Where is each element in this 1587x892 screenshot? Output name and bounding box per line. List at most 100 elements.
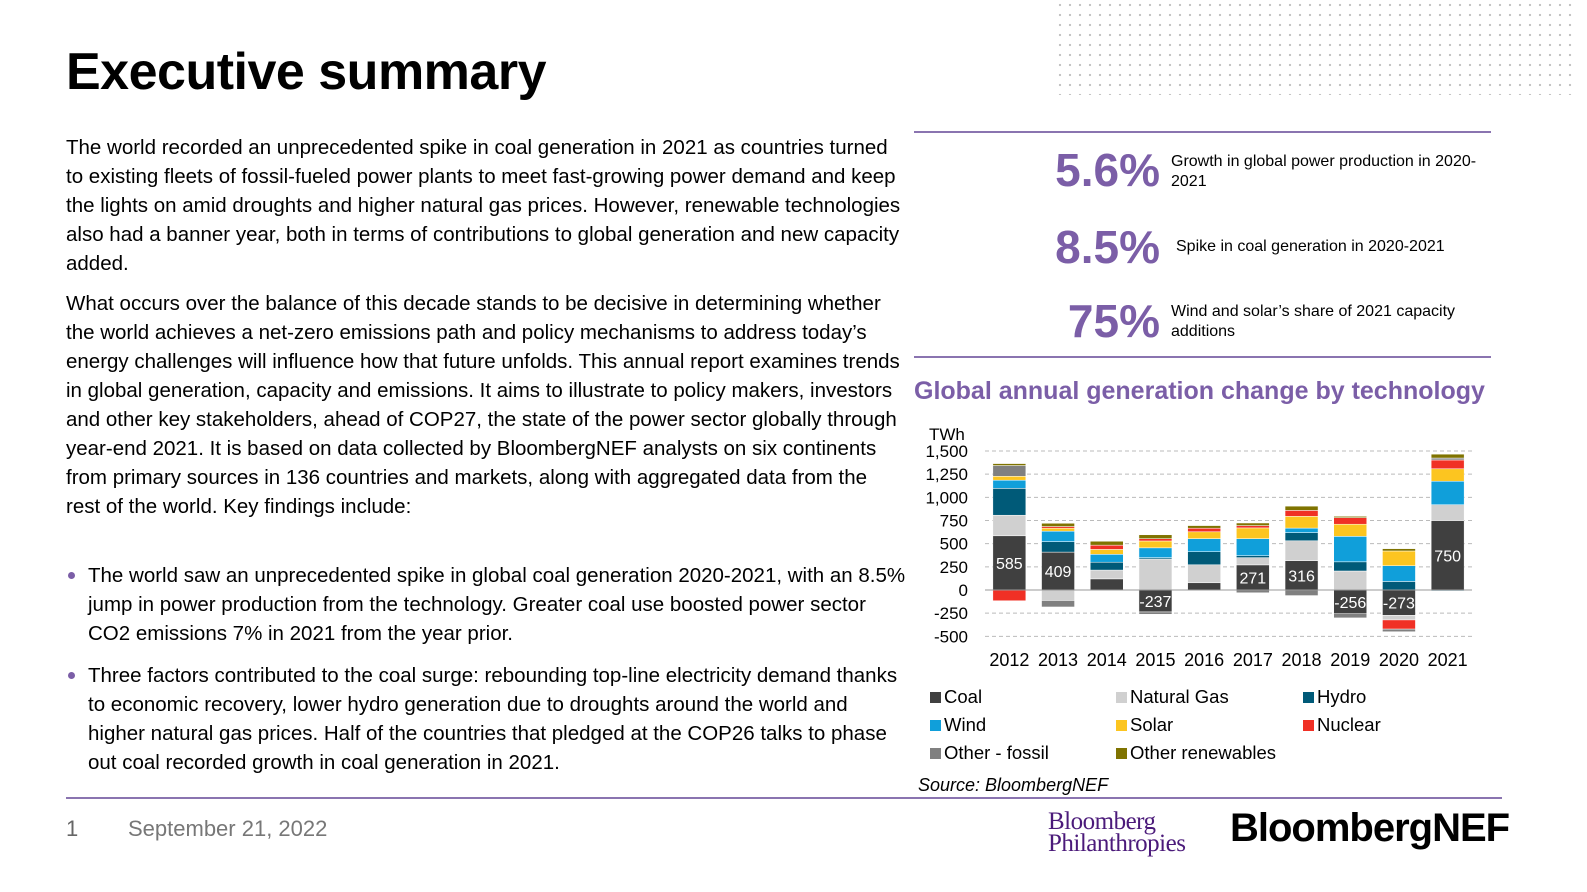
legend-item: Other renewables	[1116, 742, 1276, 764]
legend-item: Coal	[930, 686, 982, 708]
stat-value: 8.5%	[1055, 221, 1160, 273]
bar-segment-solar	[992, 476, 1027, 481]
bar-segment-natural-gas	[1138, 558, 1173, 591]
data-label: 409	[1045, 564, 1072, 581]
stacked-bar-chart: 1,500 1,250 1,000 750 500 250 0 -250 -500 TWh 585 2…	[925, 425, 1472, 670]
bar-segment-hydro	[992, 488, 1027, 516]
bar-segment-other-fossil	[1333, 613, 1367, 619]
bar-segment-hydro	[1041, 541, 1075, 553]
bloombergnef-logo: BloombergNEF	[1230, 806, 1510, 850]
bar-segment-other-fossil	[992, 465, 1027, 477]
bar-segment-hydro	[1382, 581, 1416, 591]
bar-segment-other-renewables	[1187, 525, 1221, 529]
bar-segment-solar	[1090, 549, 1124, 555]
data-label: -256	[1334, 595, 1366, 612]
bar-segment-nuclear	[1284, 510, 1319, 517]
bar-segment-natural-gas	[1236, 557, 1270, 566]
bar-segment-nuclear	[1333, 517, 1367, 525]
bar-segment-natural-gas	[1333, 570, 1367, 591]
bullet-text: The world saw an unprecedented spike in …	[88, 564, 906, 645]
y-axis-label: TWh	[929, 425, 965, 444]
bar-segment-hydro	[1333, 561, 1367, 572]
bar-segment-wind	[1430, 480, 1465, 505]
legend-label: Other - fossil	[944, 742, 1049, 763]
stats-top-rule	[914, 131, 1491, 133]
bar-segment-wind	[1041, 530, 1075, 542]
bar-segment-solar	[1236, 527, 1270, 539]
legend-item: Wind	[930, 714, 986, 736]
bar-segment-natural-gas	[1430, 504, 1465, 521]
bar-segment-wind	[1090, 554, 1124, 563]
bar-segment-solar	[1430, 468, 1465, 482]
bar-segment-natural-gas	[1090, 569, 1124, 580]
legend-label: Natural Gas	[1130, 686, 1229, 707]
bar-segment-other-fossil	[1138, 611, 1173, 615]
bar-segment-coal	[992, 535, 1027, 591]
bar-segment-wind	[1333, 536, 1367, 563]
logo-line: Bloomberg	[1048, 808, 1156, 835]
footer-rule	[66, 797, 1502, 799]
y-tick-label: 0	[959, 581, 968, 600]
bar-segment-solar	[1333, 523, 1367, 537]
bar-segment-wind	[1236, 538, 1270, 556]
data-label: 271	[1239, 570, 1266, 587]
bullet-dot-icon	[68, 572, 75, 579]
bar-segment-other-renewables	[1333, 516, 1367, 518]
bar-segment-other-renewables	[1430, 453, 1465, 459]
bar-segment-natural-gas	[1284, 540, 1319, 561]
stat-description: Wind and solar’s share of 2021 capacity …	[1171, 303, 1456, 340]
page-number: 1	[66, 816, 79, 841]
bar-segment-nuclear	[1382, 619, 1416, 630]
bar-segment-nuclear	[992, 589, 1027, 601]
bar-segment-coal	[1090, 578, 1124, 591]
y-tick-label: -500	[934, 627, 968, 646]
bar-segment-other-fossil	[1430, 457, 1465, 461]
bar-segment-wind	[1382, 565, 1416, 582]
bar-segment-other-renewables	[1284, 505, 1319, 511]
legend-swatch-icon	[1303, 691, 1314, 703]
y-tick-label: 1,000	[925, 488, 968, 507]
bar-segment-nuclear	[1138, 538, 1173, 542]
bar-segment-wind	[992, 479, 1027, 489]
bar-segment-solar	[1284, 516, 1319, 529]
x-tick-label: 2015	[1135, 650, 1175, 670]
chart-legend: Coal Natural Gas Hydro Wind Solar Nuclear Othe…	[930, 686, 1410, 770]
bullet-item: The world saw an unprecedented spike in …	[66, 561, 906, 648]
legend-swatch-icon	[930, 747, 941, 759]
stat-description: Spike in coal generation in 2020-2021	[1176, 238, 1445, 255]
legend-label: Nuclear	[1317, 714, 1381, 735]
bar-segment-other-fossil	[1382, 628, 1416, 632]
bar-segment-natural-gas	[992, 514, 1027, 537]
chart-source: Source: BloombergNEF	[918, 775, 1109, 795]
legend-label: Other renewables	[1130, 742, 1277, 763]
bar-segment-coal	[1041, 551, 1075, 591]
page-title: Executive summary	[66, 43, 547, 101]
bar-segment-coal	[1187, 582, 1221, 591]
stat-value: 75%	[1067, 295, 1160, 347]
legend-swatch-icon	[930, 719, 941, 731]
legend-swatch-icon	[1303, 719, 1314, 731]
data-label: 750	[1434, 548, 1461, 565]
context-paragraph: What occurs over the balance of this dec…	[66, 292, 900, 518]
legend-item: Nuclear	[1303, 714, 1381, 736]
legend-item: Hydro	[1303, 686, 1366, 708]
y-tick-label: 1,500	[925, 442, 968, 461]
legend-item: Other - fossil	[930, 742, 1049, 764]
bar-segment-other-renewables	[1382, 548, 1416, 552]
bar-segment-other-fossil	[1284, 589, 1319, 596]
bar-segment-wind	[1138, 547, 1173, 558]
legend-item: Solar	[1116, 714, 1173, 736]
x-tick-label: 2017	[1233, 650, 1273, 670]
legend-label: Hydro	[1317, 686, 1367, 707]
legend-item: Natural Gas	[1116, 686, 1229, 708]
chart-title: Global annual generation change by techn…	[914, 377, 1485, 405]
bar-segment-hydro	[1090, 561, 1124, 571]
legend-label: Wind	[944, 714, 987, 735]
bullet-item: Three factors contributed to the coal su…	[66, 661, 906, 777]
bar-segment-hydro	[1236, 555, 1270, 558]
x-tick-label: 2021	[1428, 650, 1468, 670]
bar-segment-nuclear	[1236, 525, 1270, 529]
x-tick-label: 2012	[989, 650, 1029, 670]
data-label: 585	[996, 556, 1023, 573]
